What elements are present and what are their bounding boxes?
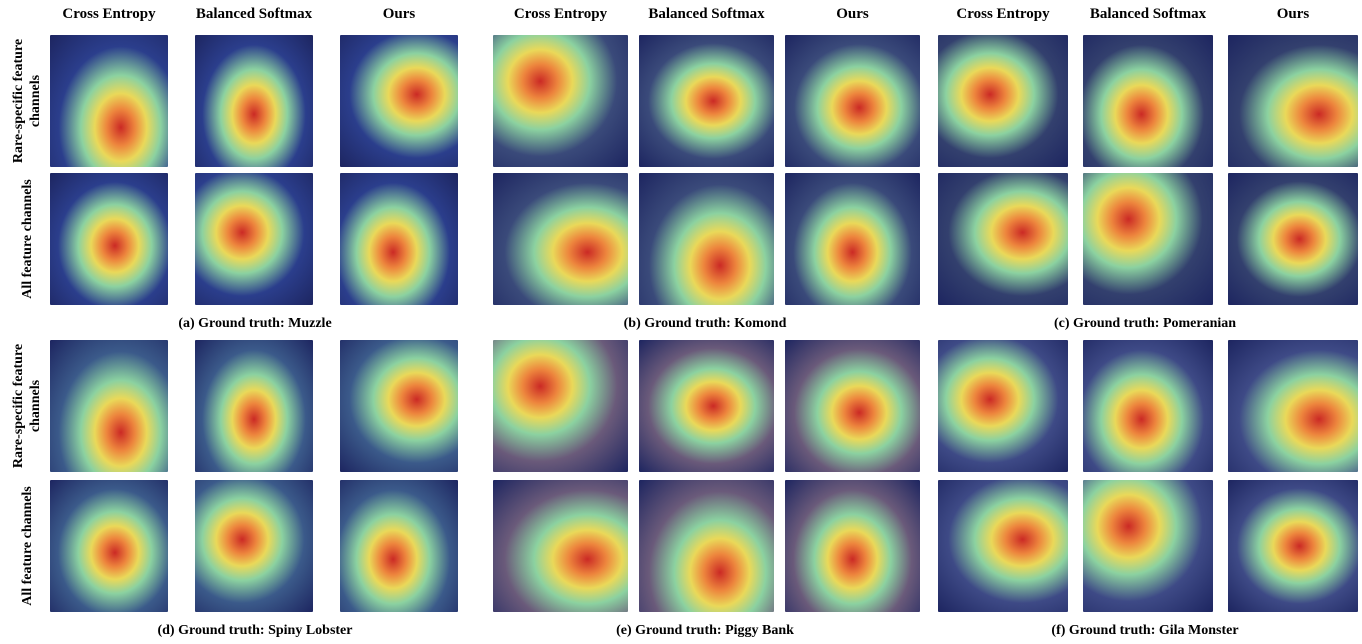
heatmap-image: [639, 173, 774, 305]
heatmap-image: [938, 35, 1068, 167]
heatmap-image: [639, 340, 774, 472]
heatmap-image: [785, 173, 920, 305]
heatmap-image: [1083, 173, 1213, 305]
heatmap-image: [195, 35, 313, 167]
heatmap-image: [493, 35, 628, 167]
column-header: Ours: [1208, 6, 1362, 23]
panel-caption: (c) Ground truth: Pomeranian: [995, 316, 1295, 332]
heatmap-image: [785, 35, 920, 167]
heatmap-image: [1083, 480, 1213, 612]
heatmap-image: [340, 35, 458, 167]
panel-caption: (a) Ground truth: Muzzle: [105, 316, 405, 332]
figure: (() => { const data = JSON.parse(documen…: [0, 0, 1362, 644]
heatmap-image: [1228, 35, 1358, 167]
heatmap-image: [50, 35, 168, 167]
panel-caption: (d) Ground truth: Spiny Lobster: [105, 623, 405, 639]
column-header: Balanced Softmax: [175, 6, 333, 23]
heatmap-image: [938, 173, 1068, 305]
heatmap-image: [340, 340, 458, 472]
row-label: Rare-specific feature channels: [7, 341, 47, 471]
heatmap-image: [195, 173, 313, 305]
heatmap-image: [785, 480, 920, 612]
heatmap-image: [1083, 35, 1213, 167]
heatmap-image: [639, 35, 774, 167]
heatmap-image: [493, 340, 628, 472]
heatmap-image: [493, 173, 628, 305]
heatmap-image: [493, 480, 628, 612]
heatmap-image: [1228, 480, 1358, 612]
row-label: All feature channels: [7, 174, 47, 304]
column-header: Ours: [320, 6, 478, 23]
heatmap-image: [195, 340, 313, 472]
heatmap-image: [1228, 173, 1358, 305]
column-header: Ours: [765, 6, 940, 23]
heatmap-image: [195, 480, 313, 612]
heatmap-image: [50, 173, 168, 305]
column-header: Cross Entropy: [30, 6, 188, 23]
heatmap-image: [340, 480, 458, 612]
panel-caption: (f) Ground truth: Gila Monster: [995, 623, 1295, 639]
heatmap-image: [639, 480, 774, 612]
panel-caption: (e) Ground truth: Piggy Bank: [555, 623, 855, 639]
row-label: All feature channels: [7, 481, 47, 611]
heatmap-image: [340, 173, 458, 305]
panel-caption: (b) Ground truth: Komond: [555, 316, 855, 332]
heatmap-image: [785, 340, 920, 472]
heatmap-image: [1228, 340, 1358, 472]
heatmap-image: [50, 340, 168, 472]
heatmap-image: [50, 480, 168, 612]
heatmap-image: [938, 480, 1068, 612]
heatmap-image: [938, 340, 1068, 472]
row-label: Rare-specific feature channels: [7, 36, 47, 166]
heatmap-image: [1083, 340, 1213, 472]
